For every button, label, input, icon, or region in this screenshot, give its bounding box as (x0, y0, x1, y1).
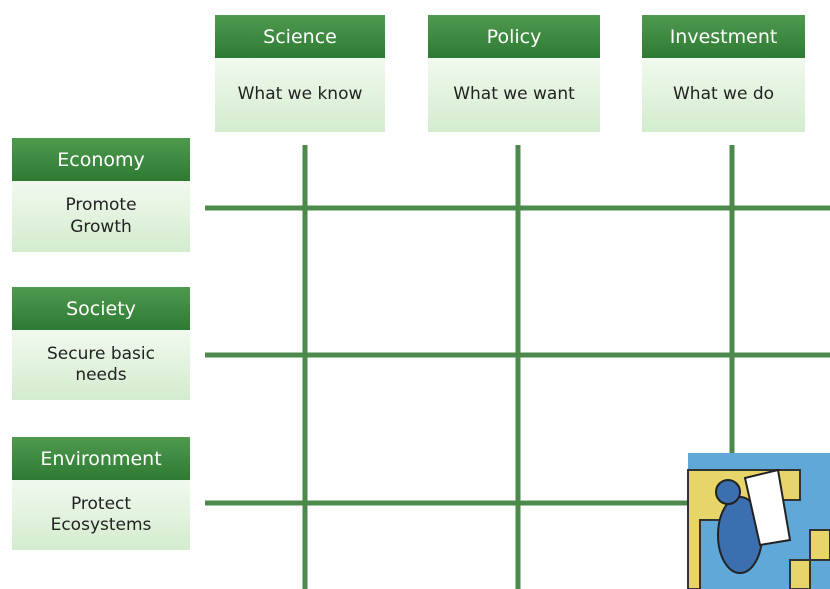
column-subtitle-text: What we want (453, 84, 575, 105)
maze-wall (789, 529, 830, 589)
column-subtitle-text: What we do (672, 84, 775, 105)
figure-head (715, 479, 741, 505)
cartoon (687, 453, 830, 589)
row-subtitle-text: Protect Ecosystems (50, 493, 152, 535)
column-subtitle: What we know (215, 58, 385, 132)
map-paper (743, 468, 792, 547)
column-subtitle-text: What we know (237, 84, 363, 105)
row-subtitle: Secure basic needs (12, 330, 190, 400)
row-title: Society (12, 287, 190, 330)
column-subtitle: What we do (642, 58, 805, 132)
row-subtitle: Promote Growth (12, 181, 190, 252)
column-title: Policy (428, 15, 600, 58)
row-title: Economy (12, 138, 190, 181)
row-title: Environment (12, 437, 190, 480)
row-subtitle-text: Promote Growth (65, 195, 137, 237)
row-subtitle: Protect Ecosystems (12, 480, 190, 550)
column-subtitle: What we want (428, 58, 600, 132)
row-subtitle-text: Secure basic needs (47, 343, 155, 385)
grid-lines (205, 145, 830, 589)
column-title: Science (215, 15, 385, 58)
column-title: Investment (642, 15, 805, 58)
